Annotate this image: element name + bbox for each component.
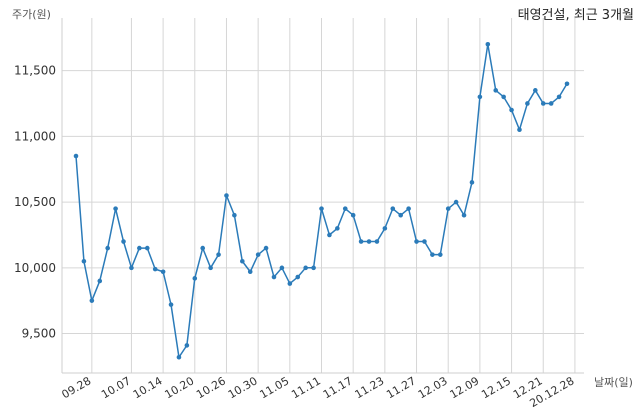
data-point (81, 258, 87, 264)
data-point (525, 101, 530, 106)
data-point (414, 239, 419, 244)
data-point (303, 265, 308, 271)
data-point (200, 245, 206, 251)
x-tick-label: 12.03 (416, 374, 450, 401)
data-point (224, 193, 229, 198)
data-point (121, 239, 126, 244)
y-tick-label: 10,500 (14, 195, 56, 209)
data-point (469, 180, 475, 185)
x-tick-label: 10.30 (226, 374, 260, 401)
x-tick-label: 11.11 (289, 374, 323, 401)
y-tick-label: 9,500 (22, 327, 56, 341)
data-point (461, 212, 467, 218)
data-point (105, 245, 110, 251)
data-point (255, 252, 261, 257)
data-point (247, 269, 253, 275)
x-tick-label: 11.23 (353, 374, 387, 401)
data-point (192, 276, 198, 281)
data-point (279, 265, 285, 271)
data-point (453, 199, 459, 205)
data-point (374, 239, 380, 244)
x-tick-label: 11.05 (258, 374, 292, 401)
data-point (295, 274, 301, 280)
data-point (144, 245, 150, 251)
data-point (152, 266, 158, 272)
data-point (517, 127, 522, 133)
y-tick-labels: 9,500 10,000 10,500 11,000 11,500 (14, 64, 56, 341)
data-point (240, 258, 245, 264)
data-point (129, 265, 134, 271)
data-point (366, 239, 372, 244)
data-point (382, 226, 388, 231)
data-point (556, 94, 562, 100)
x-tick-labels: 09.28 10.0710.1410.2010.2610.3011.0511.11… (60, 374, 577, 410)
data-point (501, 94, 506, 100)
x-tick-label: 10.26 (194, 374, 228, 401)
x-tick-label: 10.07 (99, 374, 133, 401)
data-point (509, 107, 514, 113)
chart-title: 태영건설, 최근 3개월 (518, 8, 634, 23)
data-point (216, 252, 221, 257)
x-tick-label: 09.28 (60, 374, 94, 401)
data-point (422, 239, 427, 244)
x-tick-label: 12.09 (448, 374, 482, 401)
data-point (540, 101, 546, 106)
data-point (263, 245, 269, 251)
data-point (208, 265, 213, 271)
y-tick-label: 11,500 (14, 64, 56, 78)
data-point (548, 101, 554, 106)
data-point (89, 298, 95, 303)
grid-lines (62, 18, 584, 373)
data-point (533, 88, 538, 93)
data-point (493, 88, 499, 93)
data-point (445, 206, 451, 211)
y-tick-label: 10,000 (14, 261, 56, 275)
y-axis-label: 주가(원) (12, 8, 51, 21)
data-point (97, 278, 103, 284)
x-tick-label: 11.17 (321, 374, 355, 401)
data-point (319, 206, 324, 211)
x-tick-label: 10.20 (163, 374, 197, 401)
data-point (430, 252, 435, 257)
data-point (113, 206, 118, 211)
y-tick-label: 11,000 (14, 129, 56, 143)
data-point (327, 232, 332, 238)
x-tick-label: 10.14 (131, 374, 165, 401)
series-layer (73, 41, 570, 360)
data-point (271, 274, 277, 280)
x-axis-label: 날짜(일) (594, 375, 633, 389)
data-point (73, 153, 79, 159)
data-point (358, 239, 364, 244)
data-point (160, 269, 166, 275)
data-point (232, 212, 237, 218)
data-point (350, 212, 356, 218)
data-point (311, 265, 316, 271)
data-point (390, 206, 396, 211)
x-tick-label: 12.15 (479, 374, 513, 401)
data-point (137, 245, 142, 251)
data-point (335, 226, 340, 231)
data-point (477, 94, 483, 100)
data-point (406, 206, 411, 211)
data-point (398, 212, 403, 218)
data-point (437, 252, 443, 257)
data-point (176, 354, 182, 360)
data-point (168, 302, 174, 307)
x-tick-label: 11.27 (384, 374, 418, 401)
data-point (184, 343, 190, 348)
data-point (564, 81, 570, 87)
data-point (287, 281, 293, 286)
data-point (342, 206, 348, 211)
data-point (485, 41, 491, 47)
